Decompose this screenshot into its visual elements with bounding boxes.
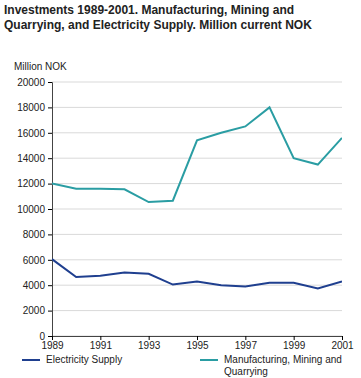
y-tick-mark [48, 107, 52, 108]
x-tick-label: 1989 [41, 340, 64, 351]
title: Investments 1989-2001. Manufacturing, Mi… [4, 3, 354, 33]
y-tick-mark [48, 133, 52, 134]
y-tick-mark [48, 260, 52, 261]
legend-swatch [22, 359, 40, 361]
y-tick: 2000 [23, 305, 52, 316]
x-tick-label: 1993 [138, 340, 161, 351]
x-tick: 1997 [235, 336, 258, 351]
y-tick-mark [48, 234, 52, 235]
y-tick-label: 18000 [17, 102, 45, 113]
y-tick-mark [48, 285, 52, 286]
y-tick: 14000 [17, 153, 52, 164]
x-tick: 1989 [41, 336, 64, 351]
y-tick-mark [48, 184, 52, 185]
y-tick: 20000 [17, 77, 52, 88]
grid-line [52, 132, 342, 133]
y-tick-mark [48, 311, 52, 312]
x-tick: 1999 [283, 336, 306, 351]
y-tick: 16000 [17, 128, 52, 139]
series-line [52, 107, 342, 202]
y-tick-label: 16000 [17, 128, 45, 139]
y-axis-title: Million NOK [14, 61, 67, 72]
x-tick-label: 2001 [331, 340, 354, 351]
grid-line [52, 209, 342, 210]
y-axis: 0200040006000800010000120001400016000180… [17, 77, 52, 342]
grid-line [52, 82, 342, 83]
y-tick-mark [48, 82, 52, 83]
y-tick-label: 4000 [23, 280, 46, 291]
x-tick: 1993 [138, 336, 161, 351]
y-tick: 8000 [23, 229, 52, 240]
grid-line [52, 310, 342, 311]
y-tick: 6000 [23, 254, 52, 265]
grid-line [52, 234, 342, 235]
y-tick: 18000 [17, 102, 52, 113]
lines [52, 107, 342, 288]
x-tick-label: 1999 [283, 340, 306, 351]
series-line [52, 259, 342, 288]
x-tick: 1991 [90, 336, 113, 351]
grid-line [52, 107, 342, 108]
y-tick-label: 14000 [17, 153, 45, 164]
y-tick-label: 8000 [23, 229, 46, 240]
x-axis: 1989 1991 1993 1995 1997 1999 2001 [41, 336, 354, 351]
y-axis-line [48, 83, 53, 337]
y-tick: 10000 [17, 204, 52, 215]
y-tick-mark [48, 336, 52, 337]
grid-line [52, 183, 342, 184]
y-tick-label: 10000 [17, 204, 45, 215]
y-tick-label: 12000 [17, 178, 45, 189]
legend-swatch [200, 359, 218, 361]
y-tick-label: 2000 [23, 305, 46, 316]
x-tick-label: 1997 [235, 340, 258, 351]
y-tick-mark [48, 209, 52, 210]
x-tick: 1995 [186, 336, 209, 351]
legend-label: Electricity Supply [46, 354, 186, 366]
x-tick-label: 1991 [90, 340, 113, 351]
grid-line [52, 259, 342, 260]
x-tick: 2001 [331, 336, 354, 351]
y-tick-label: 6000 [23, 254, 46, 265]
y-tick-label: 20000 [17, 77, 45, 88]
y-tick: 4000 [23, 280, 52, 291]
grid-line [52, 285, 342, 286]
legend-label: Manufacturing, Mining and Quarrying [224, 354, 354, 378]
grid [52, 82, 342, 336]
y-tick-mark [48, 158, 52, 159]
chart: Million NOK02000400060008000100001200014… [0, 0, 361, 378]
y-tick: 12000 [17, 178, 52, 189]
x-tick-label: 1995 [186, 340, 209, 351]
